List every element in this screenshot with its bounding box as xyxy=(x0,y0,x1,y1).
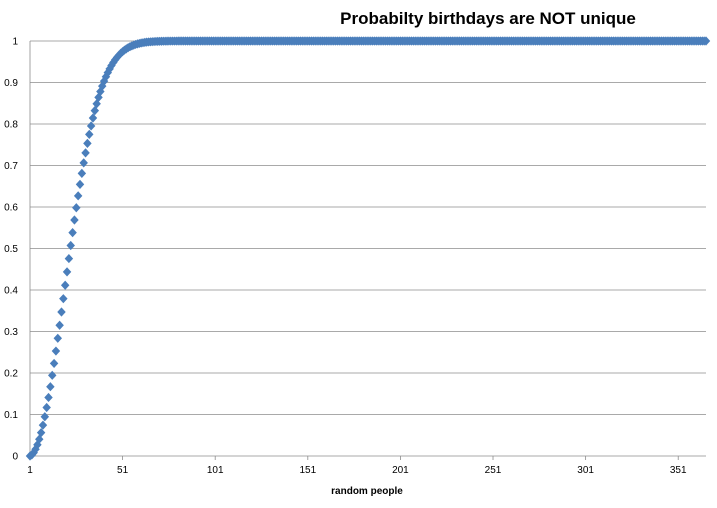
data-point xyxy=(75,179,85,189)
data-points xyxy=(25,36,711,461)
y-tick-label: 0.7 xyxy=(4,161,18,172)
data-point xyxy=(66,240,75,251)
data-point xyxy=(51,346,61,356)
x-axis-title: random people xyxy=(331,486,403,497)
x-tick-label: 51 xyxy=(117,465,129,476)
data-point xyxy=(49,358,59,369)
data-point xyxy=(85,129,94,139)
y-tick-label: 1 xyxy=(12,37,18,48)
data-point xyxy=(70,215,79,225)
data-point xyxy=(60,280,70,290)
data-point xyxy=(31,444,40,454)
x-tick-label: 251 xyxy=(485,465,502,476)
data-point xyxy=(109,57,118,68)
data-point xyxy=(77,168,87,178)
y-tick-label: 0.9 xyxy=(4,78,18,89)
y-tick-label: 0.1 xyxy=(4,410,18,421)
data-point xyxy=(42,402,51,413)
chart-title: Probabilty birthdays are NOT unique xyxy=(340,9,636,28)
data-point xyxy=(701,36,711,46)
x-axis-tick-labels: 1 51 101 151 201 251 301 351 xyxy=(27,465,687,476)
data-point xyxy=(99,76,109,86)
data-point xyxy=(62,267,72,277)
y-tick-label: 0.6 xyxy=(4,203,18,214)
data-point xyxy=(57,307,66,317)
x-tick-label: 201 xyxy=(392,465,409,476)
y-axis-tick-labels: 0 0.1 0.2 0.3 0.4 0.5 0.6 0.7 0.8 0.9 1 xyxy=(4,37,18,463)
data-point xyxy=(36,428,46,438)
data-point xyxy=(73,191,83,201)
data-point xyxy=(53,333,63,343)
data-point xyxy=(94,92,103,102)
x-tick-label: 351 xyxy=(670,465,687,476)
data-point xyxy=(81,148,90,158)
x-tick-label: 151 xyxy=(299,465,316,476)
data-point xyxy=(79,158,88,168)
y-tick-label: 0.2 xyxy=(4,369,18,380)
data-point xyxy=(38,420,48,430)
x-tick-label: 101 xyxy=(207,465,224,476)
x-tick-label: 1 xyxy=(27,465,33,476)
data-point xyxy=(107,60,116,71)
data-point xyxy=(92,99,101,109)
data-point xyxy=(72,203,81,213)
data-point xyxy=(88,113,98,123)
axes xyxy=(29,41,706,460)
data-point xyxy=(40,412,50,422)
y-tick-label: 0 xyxy=(12,452,18,463)
data-point xyxy=(90,106,100,116)
data-point xyxy=(59,294,68,304)
data-point xyxy=(64,253,74,264)
data-point xyxy=(55,320,64,330)
data-point xyxy=(44,392,53,403)
data-point xyxy=(46,382,55,392)
x-tick-label: 301 xyxy=(577,465,594,476)
y-tick-label: 0.4 xyxy=(4,286,18,297)
y-tick-label: 0.3 xyxy=(4,327,18,338)
y-tick-label: 0.8 xyxy=(4,120,18,131)
data-point xyxy=(86,121,96,131)
y-tick-label: 0.5 xyxy=(4,244,18,255)
data-point xyxy=(68,228,77,238)
data-point xyxy=(83,138,92,148)
data-point xyxy=(33,440,42,450)
data-point xyxy=(47,370,57,380)
